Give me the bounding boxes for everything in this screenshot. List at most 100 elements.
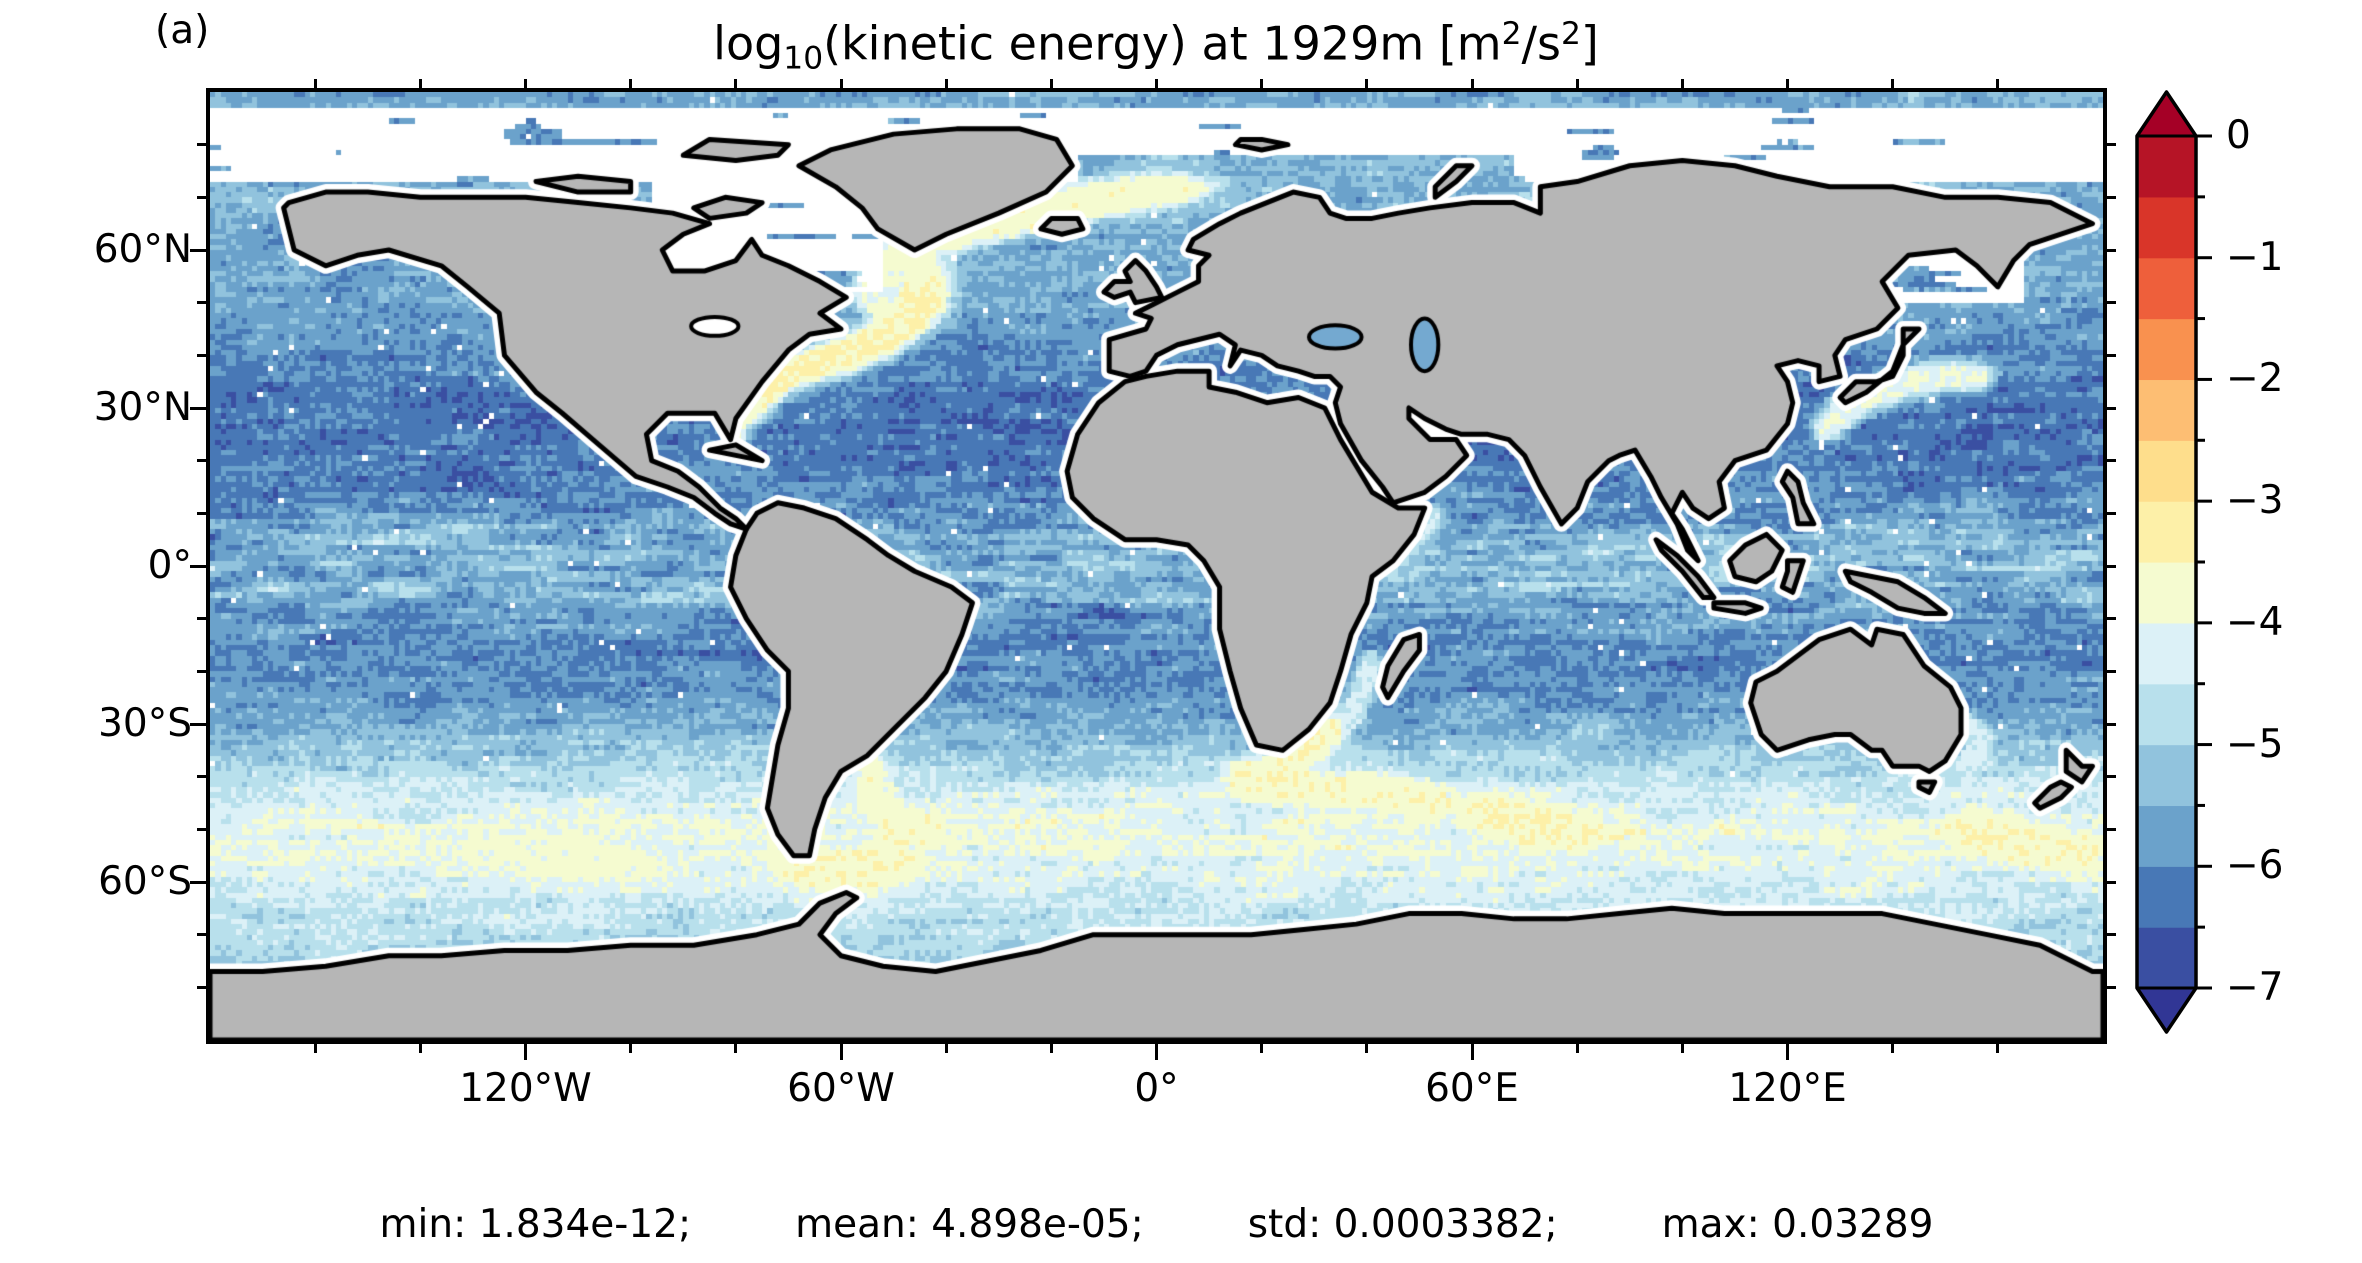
- axis-tick: [944, 79, 948, 88]
- title-fragment: 2: [1501, 16, 1522, 52]
- axis-tick: [2107, 880, 2116, 884]
- axis-tick: [197, 985, 206, 989]
- colorbar-band: [2137, 136, 2196, 198]
- colorbar-band: [2137, 927, 2196, 989]
- stat-max: max: 0.03289: [1661, 1202, 1934, 1247]
- axis-tick: [2107, 827, 2116, 831]
- axis-tick: [190, 722, 206, 726]
- colorbar-band: [2137, 196, 2196, 259]
- title-fragment: 2: [1560, 16, 1581, 52]
- figure-title: log10(kinetic energy) at 1929m [m2/s2]: [713, 16, 1599, 76]
- axis-tick: [1786, 1044, 1789, 1060]
- axis-tick: [734, 79, 738, 88]
- axis-tick: [1575, 79, 1579, 88]
- axis-tick: [2107, 511, 2116, 515]
- axis-tick: [629, 79, 633, 88]
- axis-tick: [197, 301, 206, 305]
- axis-tick: [197, 775, 206, 779]
- axis-tick: [734, 1044, 738, 1053]
- axis-tick: [197, 195, 206, 199]
- axis-tick: [1365, 1044, 1369, 1053]
- axis-tick: [2107, 985, 2116, 989]
- axis-tick: [1260, 79, 1264, 88]
- lat-tick-label: 60°S: [98, 859, 192, 904]
- colorbar-over-arrow: [2137, 92, 2196, 136]
- lon-tick-label: 60°W: [787, 1066, 895, 1111]
- colorbar-tick-label: −3: [2226, 478, 2284, 524]
- axis-tick: [1260, 1044, 1264, 1053]
- world-map-heatmap: [210, 92, 2103, 1040]
- axis-tick: [197, 827, 206, 831]
- colorbar-tick-label: −5: [2226, 721, 2284, 767]
- axis-tick: [313, 79, 317, 88]
- axis-tick: [2107, 143, 2116, 147]
- lon-tick-label: 120°E: [1728, 1066, 1847, 1111]
- axis-tick: [524, 79, 527, 88]
- axis-tick: [2107, 775, 2116, 779]
- colorbar-band: [2137, 866, 2196, 928]
- axis-tick: [2107, 564, 2116, 568]
- axis-tick: [944, 1044, 948, 1053]
- axis-tick: [2107, 933, 2116, 937]
- lat-tick-label: 0°: [147, 543, 192, 588]
- axis-tick: [2107, 669, 2116, 673]
- axis-tick: [418, 79, 422, 88]
- axis-tick: [2107, 353, 2116, 357]
- axis-tick: [1996, 1044, 2000, 1053]
- axis-tick: [190, 880, 206, 884]
- axis-tick: [197, 511, 206, 515]
- colorbar-tick-label: −2: [2226, 356, 2284, 402]
- colorbar-tick-label: 0: [2226, 113, 2251, 158]
- axis-tick: [1891, 79, 1895, 88]
- stat-min: min: 1.834e-12;: [379, 1202, 692, 1247]
- axis-tick: [197, 143, 206, 147]
- lon-tick-label: 60°E: [1425, 1066, 1519, 1111]
- title-fragment: (kinetic energy) at 1929m [m: [823, 16, 1502, 71]
- colorbar-under-arrow: [2137, 988, 2196, 1032]
- axis-tick: [1786, 79, 1789, 88]
- colorbar-band: [2137, 622, 2196, 685]
- title-fragment: log: [713, 16, 784, 71]
- axis-tick: [190, 248, 206, 252]
- axis-tick: [2107, 617, 2116, 621]
- lat-tick-label: 30°S: [98, 701, 192, 746]
- axis-tick: [2107, 248, 2116, 252]
- axis-tick: [839, 79, 843, 88]
- colorbar-band: [2137, 562, 2196, 624]
- title-fragment: ]: [1580, 16, 1599, 71]
- axis-tick: [190, 406, 206, 410]
- axis-tick: [2107, 301, 2116, 305]
- stat-std: std: 0.0003382;: [1247, 1202, 1558, 1247]
- axis-tick: [839, 1044, 843, 1060]
- panel-label: (a): [155, 8, 210, 53]
- axis-tick: [2107, 459, 2116, 463]
- colorbar-band: [2137, 744, 2196, 807]
- axis-tick: [524, 1044, 527, 1060]
- colorbar-tick-label: −6: [2226, 843, 2284, 889]
- colorbar-band: [2137, 683, 2196, 746]
- axis-tick: [2107, 722, 2116, 726]
- colorbar-band: [2137, 379, 2196, 441]
- lat-tick-label: 60°N: [93, 227, 192, 272]
- colorbar-band: [2137, 440, 2196, 502]
- colorbar-tick-label: −7: [2226, 965, 2284, 1010]
- axis-tick: [1680, 1044, 1684, 1053]
- title-fragment: /s: [1521, 16, 1561, 71]
- axis-tick: [197, 353, 206, 357]
- axis-tick: [197, 933, 206, 937]
- axis-tick: [1891, 1044, 1895, 1053]
- axis-tick: [1996, 79, 2000, 88]
- axis-tick: [2107, 406, 2116, 410]
- colorbar-band: [2137, 257, 2196, 320]
- axis-tick: [197, 459, 206, 463]
- stats-line: min: 1.834e-12; mean: 4.898e-05; std: 0.…: [210, 1202, 2103, 1247]
- axis-tick: [1155, 1044, 1158, 1060]
- colorbar-band: [2137, 805, 2196, 867]
- axis-tick: [197, 669, 206, 673]
- axis-tick: [418, 1044, 422, 1053]
- axis-tick: [1470, 1044, 1474, 1060]
- colorbar-tick-label: −4: [2226, 599, 2284, 645]
- axis-tick: [1680, 79, 1684, 88]
- axis-tick: [1575, 1044, 1579, 1053]
